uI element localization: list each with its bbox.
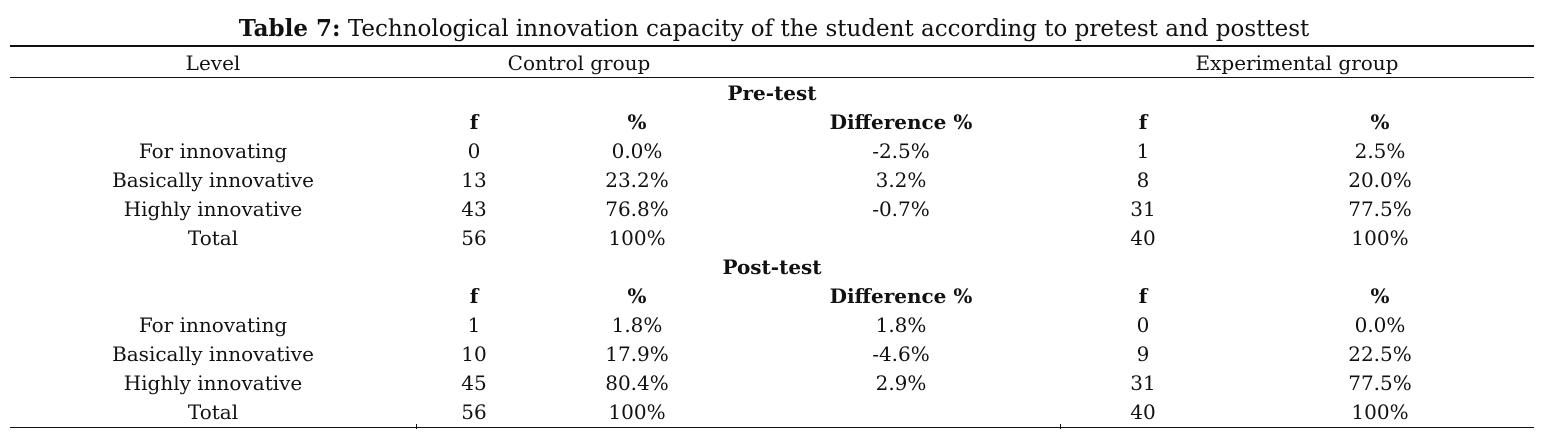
cell-percent-control: 1.8%: [611, 313, 663, 337]
cell-difference: -0.7%: [872, 197, 930, 221]
column-divider-tick: [416, 424, 417, 429]
header-level: Level: [185, 51, 241, 75]
cell-f-control: 56: [461, 226, 487, 250]
cell-percent-control: 23.2%: [605, 168, 669, 192]
cell-f-control: 10: [461, 342, 487, 366]
table-row: Basically innovative 10 17.9% -4.6% 9 22…: [0, 340, 1548, 369]
cell-percent-control: 100%: [608, 400, 666, 424]
column-difference: Difference %: [829, 284, 973, 308]
column-f-control: f: [469, 110, 479, 134]
column-percent-control: %: [627, 110, 647, 134]
top-rule: [10, 45, 1534, 47]
cell-f-control: 56: [461, 400, 487, 424]
cell-percent-experimental: 100%: [1351, 226, 1409, 250]
cell-level: Basically innovative: [112, 168, 314, 192]
cell-percent-control: 80.4%: [605, 371, 669, 395]
cell-percent-control: 76.8%: [605, 197, 669, 221]
cell-level: For innovating: [138, 313, 288, 337]
header-experimental-group: Experimental group: [1195, 51, 1399, 75]
cell-f-experimental: 9: [1136, 342, 1150, 366]
cell-level: Total: [187, 400, 239, 424]
posttest-title: Post-test: [722, 255, 822, 279]
table-row: Basically innovative 13 23.2% 3.2% 8 20.…: [0, 166, 1548, 195]
column-percent-experimental: %: [1370, 284, 1390, 308]
cell-difference: 3.2%: [875, 168, 927, 192]
table-row: Highly innovative 43 76.8% -0.7% 31 77.5…: [0, 195, 1548, 224]
cell-difference: 1.8%: [875, 313, 927, 337]
header-control-group: Control group: [507, 51, 651, 75]
cell-f-experimental: 31: [1130, 371, 1156, 395]
cell-f-experimental: 8: [1136, 168, 1150, 192]
cell-f-experimental: 31: [1130, 197, 1156, 221]
cell-percent-control: 0.0%: [611, 139, 663, 163]
table-row-total: Total 56 100% 40 100%: [0, 224, 1548, 253]
table-row-total: Total 56 100% 40 100%: [0, 398, 1548, 427]
cell-f-control: 1: [467, 313, 481, 337]
cell-f-control: 43: [461, 197, 487, 221]
cell-f-experimental: 0: [1136, 313, 1150, 337]
table-row: Highly innovative 45 80.4% 2.9% 31 77.5%: [0, 369, 1548, 398]
posttest-section-row: Post-test: [0, 253, 1548, 282]
cell-f-experimental: 40: [1130, 226, 1156, 250]
cell-f-control: 45: [461, 371, 487, 395]
table-caption: Table 7: Technological innovation capaci…: [0, 14, 1548, 44]
cell-percent-experimental: 20.0%: [1348, 168, 1412, 192]
cell-level: Total: [187, 226, 239, 250]
cell-level: Basically innovative: [112, 342, 314, 366]
header-row: Level Control group Experimental group: [0, 49, 1548, 78]
pretest-section-row: Pre-test: [0, 79, 1548, 108]
cell-f-experimental: 40: [1130, 400, 1156, 424]
cell-level: Highly innovative: [123, 371, 303, 395]
cell-percent-experimental: 100%: [1351, 400, 1409, 424]
cell-f-control: 13: [461, 168, 487, 192]
column-divider-tick: [1060, 424, 1061, 429]
cell-percent-experimental: 0.0%: [1354, 313, 1406, 337]
table-row: For innovating 0 0.0% -2.5% 1 2.5%: [0, 137, 1548, 166]
column-difference: Difference %: [829, 110, 973, 134]
cell-difference: -4.6%: [872, 342, 930, 366]
pretest-title: Pre-test: [727, 81, 817, 105]
posttest-column-header-row: f % Difference % f %: [0, 282, 1548, 311]
column-f-control: f: [469, 284, 479, 308]
table-number: Table 7:: [238, 15, 341, 42]
table-title: Technological innovation capacity of the…: [347, 16, 1310, 42]
cell-level: For innovating: [138, 139, 288, 163]
cell-f-control: 0: [467, 139, 481, 163]
cell-percent-experimental: 77.5%: [1348, 197, 1412, 221]
column-percent-experimental: %: [1370, 110, 1390, 134]
cell-percent-experimental: 22.5%: [1348, 342, 1412, 366]
cell-level: Highly innovative: [123, 197, 303, 221]
cell-percent-experimental: 77.5%: [1348, 371, 1412, 395]
cell-difference: 2.9%: [875, 371, 927, 395]
column-f-experimental: f: [1138, 284, 1148, 308]
cell-percent-experimental: 2.5%: [1354, 139, 1406, 163]
cell-percent-control: 100%: [608, 226, 666, 250]
column-f-experimental: f: [1138, 110, 1148, 134]
pretest-column-header-row: f % Difference % f %: [0, 108, 1548, 137]
table-row: For innovating 1 1.8% 1.8% 0 0.0%: [0, 311, 1548, 340]
cell-difference: -2.5%: [872, 139, 930, 163]
bottom-rule: [10, 427, 1534, 428]
cell-f-experimental: 1: [1136, 139, 1150, 163]
column-percent-control: %: [627, 284, 647, 308]
cell-percent-control: 17.9%: [605, 342, 669, 366]
header-rule: [10, 77, 1534, 78]
